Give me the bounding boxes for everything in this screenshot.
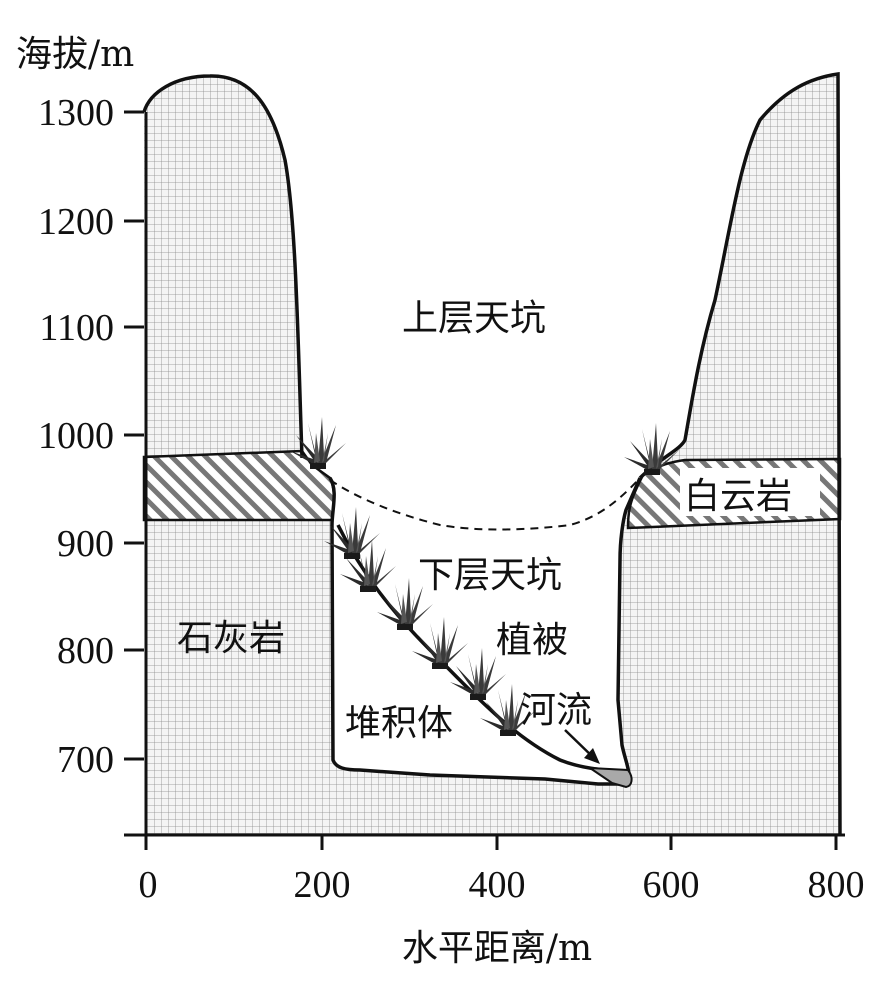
cliff-outline-right: [638, 71, 842, 836]
y-tick-label: 800: [57, 630, 114, 672]
y-tick-label: 1000: [38, 415, 114, 457]
x-ticks: [144, 835, 838, 850]
dolomite-band-left: [142, 449, 336, 522]
river: [586, 766, 633, 789]
lower-sinkhole-outline: [328, 477, 642, 786]
label-lower-sinkhole: 下层天坑: [418, 555, 562, 596]
y-tick-label: 900: [57, 523, 114, 565]
label-vegetation: 植被: [496, 620, 568, 661]
x-tick-label: 400: [469, 864, 526, 906]
x-tick-label: 600: [643, 864, 700, 906]
label-deposit: 堆积体: [345, 703, 453, 744]
y-tick-label: 1200: [38, 201, 114, 243]
cliff-outline-left: [142, 74, 304, 459]
rock-body: [144, 74, 840, 835]
y-tick-label: 1100: [39, 307, 114, 349]
x-tick-label: 0: [139, 864, 158, 906]
river-arrow-head: [584, 748, 600, 764]
label-dolomite: 白云岩: [684, 476, 792, 517]
label-river: 河流: [520, 690, 592, 731]
upper-sinkhole-floor-dashed: [329, 477, 641, 531]
y-ticks: [124, 110, 144, 761]
y-tick-label: 1300: [38, 92, 114, 134]
y-axis-title: 海拔/m: [16, 34, 134, 75]
label-upper-sinkhole: 上层天坑: [402, 298, 546, 339]
y-tick-label: 700: [57, 739, 114, 781]
label-limestone: 石灰岩: [177, 618, 285, 659]
x-tick-label: 200: [294, 864, 351, 906]
x-axis-title: 水平距离/m: [402, 928, 592, 969]
x-tick-label: 800: [808, 864, 865, 906]
